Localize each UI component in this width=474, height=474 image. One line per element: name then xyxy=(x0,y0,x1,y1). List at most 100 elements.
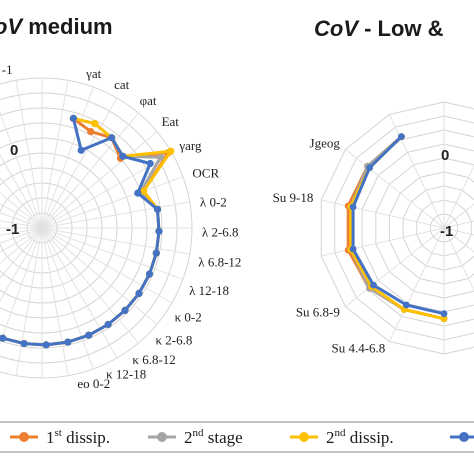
left-series-point xyxy=(146,159,154,168)
right-grid-spoke xyxy=(321,199,445,229)
right-grid-spoke xyxy=(345,149,445,229)
right-axis-label: Jgeog xyxy=(310,136,341,151)
left-axis-label: eo 0-2 xyxy=(77,376,110,391)
left-grid-spoke xyxy=(41,227,139,344)
right-axis-label: Su 6.8-9 xyxy=(296,304,340,319)
right-radar-grid xyxy=(320,101,474,355)
left-grid-spoke xyxy=(0,227,43,236)
right-grid-spoke xyxy=(443,227,474,236)
right-series-point xyxy=(370,281,377,289)
right-tick-minus-one: -1 xyxy=(440,223,453,240)
left-series-point xyxy=(0,334,7,342)
left-grid-spoke xyxy=(41,97,118,229)
left-axis-label: λ 12-18 xyxy=(189,283,229,298)
legend-swatch-marker xyxy=(19,432,29,442)
left-series-point xyxy=(135,289,143,297)
left-series-point xyxy=(42,341,50,349)
right-grid-ring xyxy=(375,157,474,299)
left-series-point xyxy=(69,114,77,122)
legend-label: 1st dissip. xyxy=(46,427,110,447)
left-tick-zero: 0 xyxy=(10,142,18,159)
left-series-point xyxy=(153,205,162,213)
legend-swatch-marker xyxy=(157,432,167,442)
right-series-point xyxy=(440,315,448,323)
left-grid-spoke xyxy=(41,227,173,304)
left-series-point xyxy=(64,338,72,346)
left-series-point xyxy=(121,306,129,314)
left-grid-spoke xyxy=(41,227,184,280)
left-grid-spoke xyxy=(41,112,139,229)
left-series-point xyxy=(87,128,95,136)
legend-label: 2nd dissip. xyxy=(326,427,394,447)
left-grid-spoke xyxy=(0,227,43,253)
left-chart-title: oV medium xyxy=(0,14,113,39)
left-series-point xyxy=(77,146,85,154)
right-grid-ring xyxy=(402,185,474,271)
legend-swatch-marker xyxy=(299,432,309,442)
left-grid-spoke xyxy=(0,227,43,345)
right-grid-spoke xyxy=(388,227,445,342)
left-axis-label: λ 6.8-12 xyxy=(198,254,241,269)
legend-frame xyxy=(0,421,474,453)
right-series-point xyxy=(403,301,410,309)
left-series-point xyxy=(91,120,99,128)
left-axis-label: γat xyxy=(85,66,102,81)
left-grid-spoke xyxy=(41,227,69,376)
right-series-point xyxy=(398,133,405,141)
right-tick-zero: 0 xyxy=(441,147,449,164)
left-grid-spoke xyxy=(0,192,43,229)
right-series-point xyxy=(349,245,357,253)
right-grid-spoke xyxy=(443,227,474,253)
left-grid-spoke xyxy=(41,227,118,359)
left-series-point xyxy=(134,189,142,197)
left-axis-label: λ 2-6.8 xyxy=(202,225,239,240)
left-grid-spoke xyxy=(0,227,43,279)
left-series-point xyxy=(85,331,93,339)
right-axis-labels: Jgeog Su 9-18 Su 6.8-9 Su 4.4-6.8 xyxy=(273,136,386,356)
left-grid-spoke xyxy=(41,176,184,229)
left-axis-label: κ 12-18 xyxy=(106,367,146,382)
left-grid-spoke xyxy=(41,227,158,325)
left-radar-series xyxy=(0,114,175,349)
right-axis-label: Su 4.4-6.8 xyxy=(331,340,385,355)
left-axis-label: Eat xyxy=(162,114,180,129)
left-axis-label: γarg xyxy=(178,138,202,153)
left-grid-spoke xyxy=(15,80,43,229)
left-axis-label: φat xyxy=(140,93,157,108)
left-axis-label: κ 2-6.8 xyxy=(156,333,193,348)
left-axis-label: κ 6.8-12 xyxy=(132,352,175,367)
right-series-point xyxy=(349,203,357,211)
left-series-point xyxy=(108,134,116,142)
left-axis-label: κ 0-2 xyxy=(175,310,202,325)
left-series-point xyxy=(167,147,175,155)
legend-label: 2nd stage xyxy=(184,427,243,447)
left-grid-spoke xyxy=(0,203,43,229)
left-grid-spoke xyxy=(41,227,94,370)
right-grid-spoke xyxy=(443,227,474,292)
left-grid-spoke xyxy=(0,227,43,244)
right-grid-spoke xyxy=(443,220,474,229)
left-series-point xyxy=(20,340,28,348)
left-grid-spoke xyxy=(0,227,43,264)
left-series-point xyxy=(119,152,127,160)
right-axis-label: Su 9-18 xyxy=(273,190,314,205)
left-grid-spoke xyxy=(41,227,190,255)
left-grid-spoke xyxy=(15,227,43,376)
left-series-point xyxy=(155,227,163,235)
left-grid-spoke xyxy=(0,227,43,302)
right-grid-spoke xyxy=(443,203,474,229)
left-tick-minus-one: -1 xyxy=(6,221,19,238)
left-grid-spoke xyxy=(0,212,43,229)
left-grid-spoke xyxy=(41,201,190,229)
left-grid-spoke xyxy=(0,177,43,229)
left-series-point xyxy=(145,270,154,278)
left-grid-spoke xyxy=(0,220,43,229)
left-series-point xyxy=(152,249,160,257)
left-axis-label: cat xyxy=(114,77,130,92)
right-radar-series xyxy=(344,133,448,323)
right-series-point xyxy=(366,164,373,172)
left-axis-label: λ 0-2 xyxy=(200,194,227,209)
